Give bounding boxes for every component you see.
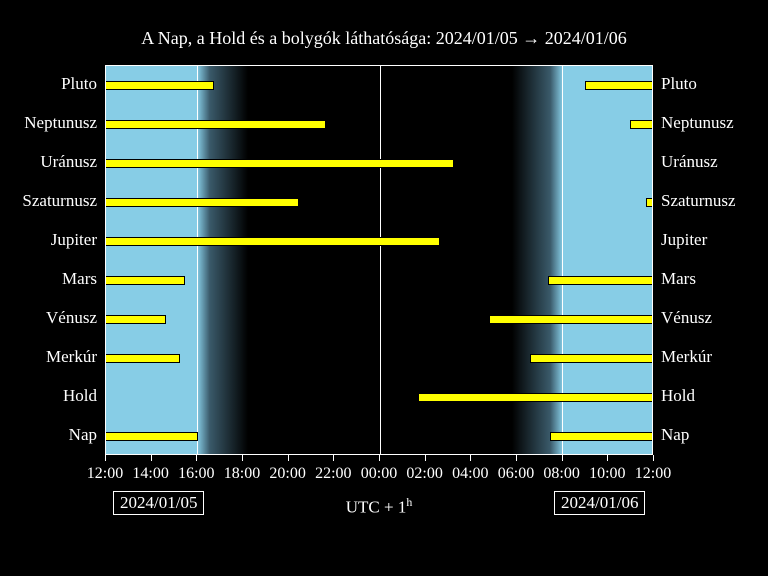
xtick-label: 12:00 — [635, 465, 671, 483]
visibility-bar — [106, 433, 197, 440]
body-label-left: Neptunusz — [24, 113, 97, 133]
body-label-left: Hold — [63, 386, 97, 406]
xtick-label: 20:00 — [269, 465, 305, 483]
xtick-label: 10:00 — [589, 465, 625, 483]
visibility-bar — [490, 316, 653, 323]
visibility-chart: A Nap, a Hold és a bolygók láthatósága: … — [0, 0, 768, 576]
visibility-bar — [419, 394, 653, 401]
xtick-mark — [516, 455, 517, 461]
xtick-label: 04:00 — [452, 465, 488, 483]
visibility-bar — [647, 199, 653, 206]
visibility-bar — [631, 121, 653, 128]
body-label-left: Nap — [69, 425, 97, 445]
xtick-mark — [425, 455, 426, 461]
visibility-bar — [106, 121, 325, 128]
visibility-bar — [106, 277, 184, 284]
visibility-bar — [551, 433, 653, 440]
xtick-mark — [653, 455, 654, 461]
xtick-mark — [105, 455, 106, 461]
body-label-left: Szaturnusz — [22, 191, 97, 211]
chart-title: A Nap, a Hold és a bolygók láthatósága: … — [0, 28, 768, 49]
date-box-left: 2024/01/05 — [113, 491, 204, 515]
body-label-right: Vénusz — [661, 308, 712, 328]
plot-area — [105, 65, 653, 455]
vline — [380, 66, 381, 454]
visibility-bar — [106, 160, 453, 167]
visibility-bar — [106, 82, 213, 89]
body-label-right: Pluto — [661, 74, 697, 94]
xtick-label: 14:00 — [132, 465, 168, 483]
body-label-left: Uránusz — [40, 152, 97, 172]
visibility-bar — [586, 82, 654, 89]
body-label-right: Jupiter — [661, 230, 707, 250]
body-label-left: Pluto — [61, 74, 97, 94]
xtick-mark — [151, 455, 152, 461]
timezone-label: UTC + 1h — [346, 495, 413, 518]
xtick-mark — [196, 455, 197, 461]
body-label-right: Neptunusz — [661, 113, 734, 133]
visibility-bar — [549, 277, 653, 284]
xtick-mark — [607, 455, 608, 461]
xtick-label: 06:00 — [498, 465, 534, 483]
body-label-left: Jupiter — [51, 230, 97, 250]
xtick-label: 12:00 — [87, 465, 123, 483]
xtick-mark — [379, 455, 380, 461]
body-label-right: Merkúr — [661, 347, 712, 367]
visibility-bar — [106, 316, 165, 323]
xtick-mark — [562, 455, 563, 461]
xtick-mark — [288, 455, 289, 461]
xtick-label: 08:00 — [543, 465, 579, 483]
xtick-label: 16:00 — [178, 465, 214, 483]
body-label-left: Vénusz — [46, 308, 97, 328]
body-label-right: Szaturnusz — [661, 191, 736, 211]
xtick-mark — [333, 455, 334, 461]
visibility-bar — [106, 238, 439, 245]
xtick-mark — [242, 455, 243, 461]
body-label-right: Hold — [661, 386, 695, 406]
visibility-bar — [106, 199, 298, 206]
date-box-right: 2024/01/06 — [554, 491, 645, 515]
xtick-mark — [470, 455, 471, 461]
visibility-bar — [531, 355, 653, 362]
xtick-label: 22:00 — [315, 465, 351, 483]
body-label-left: Mars — [62, 269, 97, 289]
xtick-label: 18:00 — [224, 465, 260, 483]
body-label-left: Merkúr — [46, 347, 97, 367]
body-label-right: Mars — [661, 269, 696, 289]
visibility-bar — [106, 355, 179, 362]
body-label-right: Uránusz — [661, 152, 718, 172]
body-label-right: Nap — [661, 425, 689, 445]
xtick-label: 00:00 — [361, 465, 397, 483]
xtick-label: 02:00 — [406, 465, 442, 483]
